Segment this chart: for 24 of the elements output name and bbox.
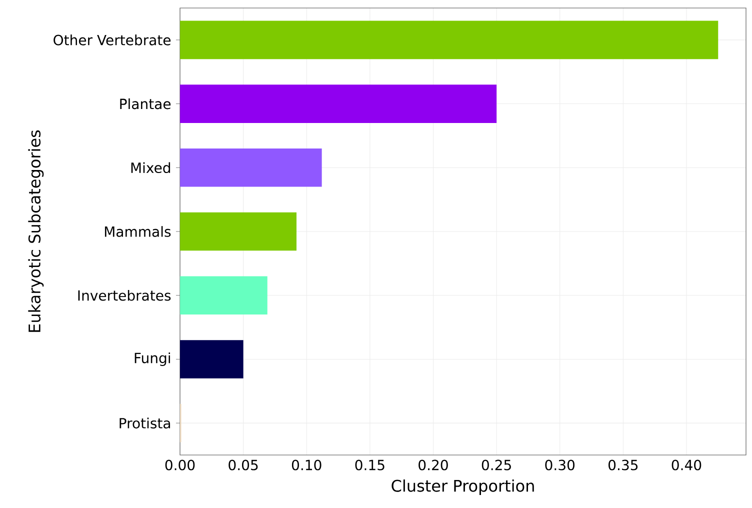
x-tick-label: 0.10	[292, 460, 322, 470]
x-tick-label: 0.05	[228, 460, 258, 470]
bar	[180, 20, 718, 60]
y-axis-title: Eukaryotic Subcategories	[28, 130, 44, 332]
y-tick-label: Fungi	[134, 352, 170, 366]
x-tick-label: 0.00	[165, 460, 195, 470]
x-tick-label: 0.15	[355, 460, 384, 470]
y-tick-label: Mammals	[104, 226, 171, 237]
bar	[180, 340, 244, 378]
y-tick-label: Protista	[120, 418, 170, 428]
bar	[180, 84, 497, 123]
bar	[180, 212, 296, 251]
x-tick-label: 0.35	[608, 460, 638, 470]
x-tick-label: 0.20	[418, 460, 448, 470]
x-tick-label: 0.25	[482, 460, 511, 470]
y-tick-label: Other Vertebrate	[54, 34, 171, 46]
y-tick-label: Invertebrates	[78, 290, 171, 301]
bar	[180, 276, 268, 315]
bar	[180, 148, 322, 187]
y-tick-label: Plantae	[120, 98, 171, 110]
y-tick-label: Mixed	[131, 162, 170, 174]
x-tick-label: 0.30	[545, 460, 575, 470]
x-axis-title: Cluster Proportion	[392, 479, 534, 495]
x-tick-label: 0.40	[672, 460, 702, 470]
